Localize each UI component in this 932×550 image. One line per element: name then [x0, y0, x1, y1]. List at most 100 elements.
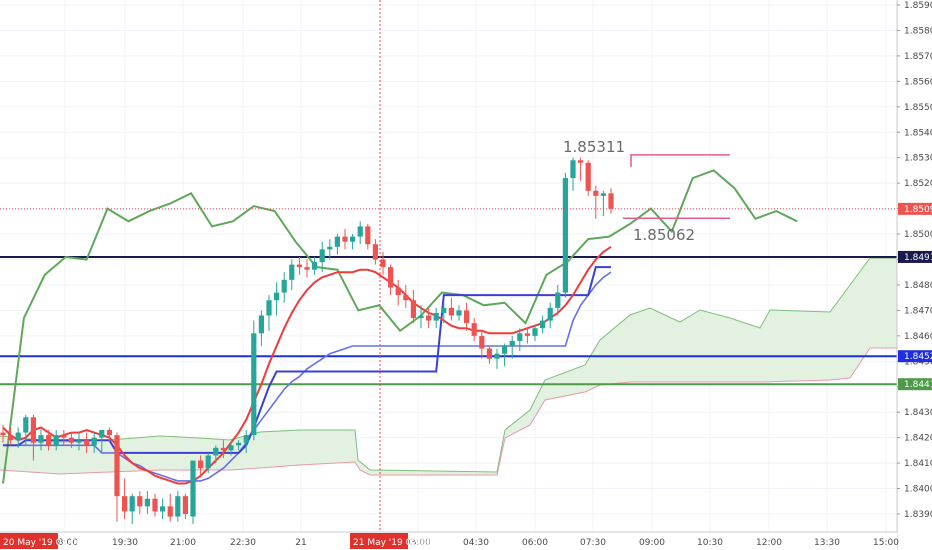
candle-body: [0, 432, 6, 436]
candle-body: [175, 496, 181, 517]
candle-body: [129, 496, 135, 512]
candle-body: [342, 236, 348, 242]
candle-body: [30, 417, 36, 443]
candle-body: [502, 346, 508, 354]
level-badge: [898, 378, 932, 391]
candle-body: [152, 498, 158, 512]
drawings[interactable]: 1.85311 1.85062: [563, 138, 730, 244]
candle-body: [608, 193, 614, 209]
candle-body: [524, 333, 530, 336]
candle-body: [540, 320, 546, 329]
time-highlight-badge: [0, 533, 58, 549]
price-tick-label: 1.85300: [904, 154, 932, 164]
price-tick-label: 1.85200: [904, 179, 932, 189]
candle-body: [593, 190, 599, 196]
price-axis[interactable]: 1.83900 1.84000 1.84100 1.84200 1.84300 1.844…: [896, 0, 932, 550]
candle-body: [167, 506, 173, 517]
candle-body: [494, 353, 500, 359]
time-tick-label: 03:00: [405, 538, 431, 548]
time-tick-label: 15:00: [873, 538, 899, 548]
annotation-high-label: 1.85311: [563, 138, 625, 156]
candle-body: [357, 226, 363, 237]
candle-body: [137, 496, 143, 507]
range-high-marker[interactable]: [630, 154, 730, 167]
candle-body: [236, 442, 242, 446]
candle-body: [570, 160, 576, 179]
annotation-low-label: 1.85062: [633, 226, 695, 244]
candle-body: [190, 460, 196, 517]
candle-body: [99, 430, 105, 438]
level-badge-label: 1.84410: [904, 380, 932, 390]
price-tick-label: 1.85900: [904, 1, 932, 11]
current-price-label: 1.85099: [904, 205, 932, 215]
candle-body: [266, 300, 272, 316]
time-tick-label: 04:30: [463, 538, 489, 548]
price-axis-bg: [897, 0, 932, 550]
candle-body: [433, 312, 439, 321]
base-line: [3, 266, 611, 454]
candle-body: [251, 333, 257, 436]
candle-body: [106, 430, 112, 436]
candle-body: [53, 435, 59, 446]
time-tick-label: 18:00: [52, 538, 78, 548]
candle-body: [296, 264, 302, 268]
candle-body: [517, 333, 523, 341]
candle-body: [198, 460, 204, 469]
time-tick-label: 19:30: [112, 538, 138, 548]
candle-body: [38, 435, 44, 443]
senkou-span-a: [0, 257, 897, 473]
price-tick-label: 1.85400: [904, 128, 932, 138]
candle-body: [334, 236, 340, 247]
candle-body: [372, 244, 378, 260]
horizontal-levels[interactable]: [0, 255, 897, 386]
crosshair: [0, 0, 897, 532]
candle-body: [114, 435, 120, 497]
price-tick-label: 1.84100: [904, 459, 932, 469]
candle-body: [403, 295, 409, 301]
candle-body: [464, 310, 470, 324]
candle-body: [274, 292, 280, 301]
candle-body: [68, 437, 74, 443]
candle-body: [91, 437, 97, 446]
current-price-badge: [898, 202, 932, 215]
price-tick-label: 1.84300: [904, 408, 932, 418]
candle-body: [122, 496, 128, 512]
candle-body: [15, 432, 21, 441]
candle-body: [479, 335, 485, 349]
candle-body: [418, 315, 424, 319]
price-tick-label: 1.84000: [904, 485, 932, 495]
cloud-area: [0, 258, 897, 475]
candle-body: [532, 328, 538, 336]
level-badge-label: 1.84910: [904, 253, 932, 263]
candle-body: [395, 287, 401, 296]
candle-body: [426, 315, 432, 321]
candle-body: [562, 178, 568, 293]
candle-body: [319, 249, 325, 263]
time-tick-label: 21: [295, 538, 306, 548]
time-tick-label: 13:30: [814, 538, 840, 548]
candle-body: [182, 496, 188, 514]
candle-body: [600, 193, 606, 196]
time-tick-label: 06:00: [522, 538, 548, 548]
price-tick-label: 1.84700: [904, 306, 932, 316]
candle-body: [327, 246, 333, 250]
lagging-span-line: [2, 169, 798, 484]
candle-body: [312, 262, 318, 270]
candle-body: [456, 310, 462, 316]
time-axis[interactable]: 18:00 19:30 21:00 22:30 21 03:00 04:30 06:00 07:…: [0, 531, 899, 550]
time-tick-label: 09:00: [639, 538, 665, 548]
candle-body: [243, 435, 249, 443]
candle-body: [388, 267, 394, 288]
candle-body: [509, 340, 515, 347]
candle-body: [160, 506, 166, 512]
candle-body: [281, 279, 287, 293]
candle-body: [578, 160, 584, 163]
time-tick-label: 10:30: [697, 538, 723, 548]
candle-body: [228, 445, 234, 451]
price-tick-label: 1.85800: [904, 26, 932, 36]
price-tick-label: 1.83900: [904, 510, 932, 520]
candle-body: [258, 315, 264, 334]
price-tick-label: 1.85600: [904, 77, 932, 87]
candle-body: [547, 307, 553, 321]
